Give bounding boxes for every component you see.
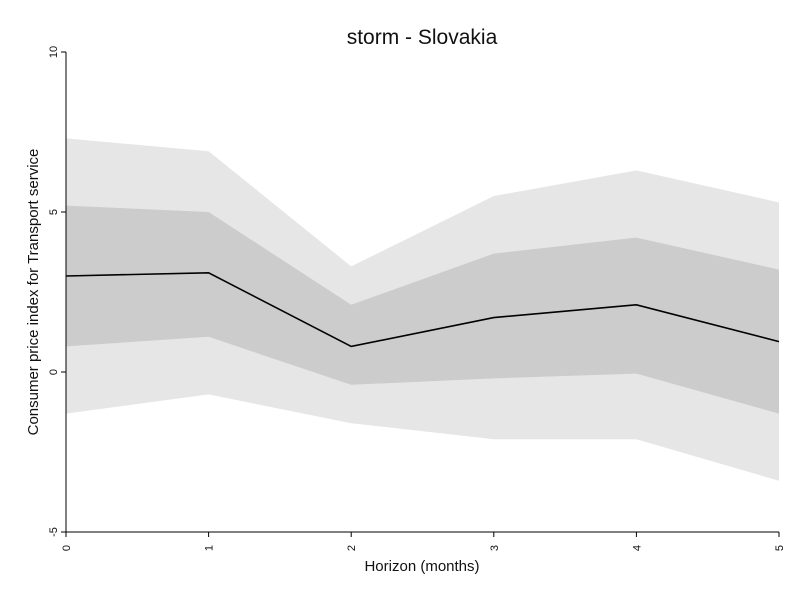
x-tick-label: 4 — [631, 545, 643, 551]
y-tick-label: 0 — [48, 369, 60, 375]
confidence-band-2 — [66, 205, 779, 414]
x-tick-label: 1 — [204, 545, 216, 551]
x-tick-label: 3 — [489, 545, 501, 551]
x-tick-label: 2 — [346, 545, 358, 551]
x-tick-label: 0 — [61, 545, 73, 551]
y-tick-label: 5 — [48, 209, 60, 215]
y-axis-label: Consumer price index for Transport servi… — [25, 149, 42, 436]
y-tick-label: -5 — [48, 527, 60, 537]
series-line-1 — [65, 271, 780, 348]
series-lines — [65, 271, 780, 348]
x-axis-label: Horizon (months) — [364, 558, 479, 575]
y-tick-label: 10 — [48, 46, 60, 58]
chart-title: storm - Slovakia — [347, 26, 498, 49]
x-tick-label: 5 — [774, 545, 786, 551]
axes — [65, 52, 779, 533]
confidence-bands — [66, 138, 779, 481]
ticks: -5 0 5 10 0 1 2 3 4 5 — [48, 46, 786, 551]
